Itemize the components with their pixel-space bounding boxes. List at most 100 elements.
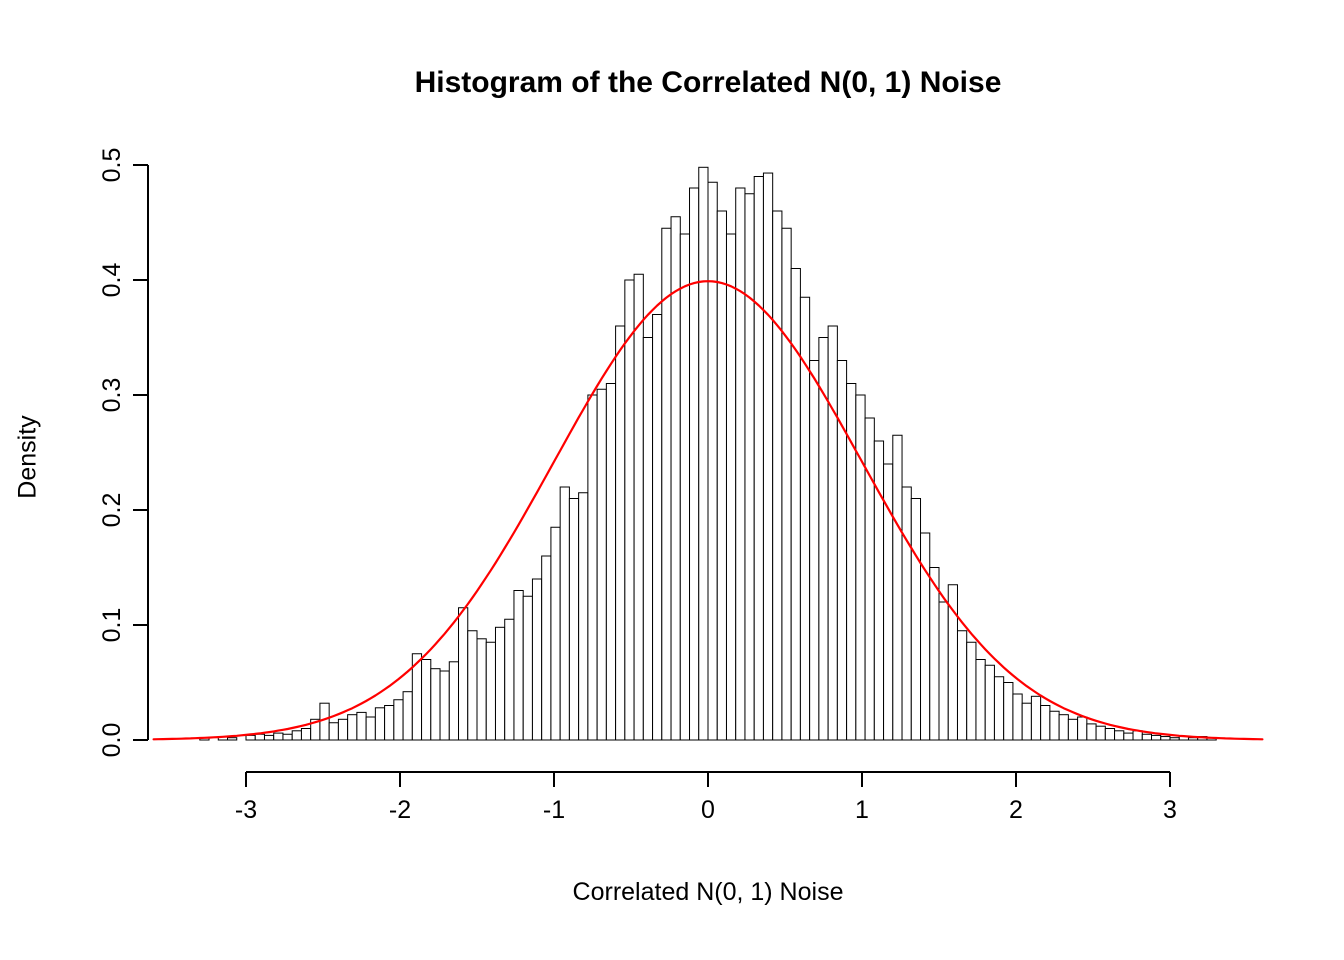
- histogram-bar: [1151, 734, 1162, 741]
- histogram-bar: [300, 728, 312, 741]
- histogram-bar: [550, 526, 561, 741]
- histogram-bar: [910, 498, 922, 741]
- histogram-bar: [1104, 728, 1116, 741]
- histogram-bar: [439, 670, 450, 741]
- x-tick-label: 3: [1163, 796, 1177, 824]
- histogram-bar: [374, 707, 386, 741]
- histogram-bar: [273, 732, 284, 741]
- histogram-bar: [633, 273, 644, 741]
- histogram-bar: [578, 492, 589, 741]
- histogram-bar: [393, 699, 404, 741]
- histogram-bar: [448, 661, 460, 741]
- histogram-bar: [254, 733, 265, 741]
- histogram-bar: [319, 702, 330, 741]
- histogram-bar: [670, 216, 681, 741]
- histogram-bar: [1003, 682, 1014, 741]
- histogram-bar: [282, 733, 293, 741]
- histogram-bar: [864, 417, 875, 741]
- histogram-bar: [1021, 702, 1032, 741]
- histogram-bar: [245, 734, 256, 741]
- histogram-bar: [827, 325, 838, 741]
- histogram-bar: [328, 722, 339, 741]
- histogram-bar: [790, 268, 801, 741]
- histogram-bar: [1077, 716, 1088, 741]
- histogram-bar: [1012, 693, 1023, 741]
- histogram-bar: [1040, 705, 1051, 741]
- histogram-bar: [1141, 733, 1153, 741]
- histogram-bar: [883, 463, 894, 741]
- histogram-bar: [966, 641, 977, 741]
- histogram-bar: [836, 360, 848, 741]
- histogram-bar: [892, 434, 903, 741]
- histogram-bar: [993, 676, 1005, 741]
- histogram-bar: [1123, 732, 1134, 741]
- histogram-bar: [652, 314, 663, 741]
- histogram-bar: [467, 630, 478, 741]
- histogram-bar: [568, 498, 580, 741]
- histogram-bar: [855, 394, 866, 741]
- histogram-bar: [559, 486, 570, 741]
- histogram-bar: [494, 626, 506, 741]
- histogram-bar: [384, 705, 395, 741]
- histogram-bar: [513, 590, 524, 741]
- histogram-bar: [772, 210, 783, 741]
- histogram-bar: [753, 176, 764, 741]
- y-tick-label: 0.3: [98, 378, 126, 413]
- histogram-bar: [1058, 714, 1069, 741]
- y-tick-label: 0.1: [98, 608, 126, 643]
- histogram-bar: [744, 193, 755, 741]
- y-tick-label: 0.4: [98, 263, 126, 298]
- x-tick-label: -2: [389, 796, 411, 824]
- y-tick-label: 0.5: [98, 148, 126, 183]
- histogram-bar: [938, 601, 949, 741]
- histogram-bar: [735, 187, 746, 741]
- histogram-bar: [531, 578, 543, 741]
- x-tick-label: 1: [855, 796, 869, 824]
- histogram-bar: [1086, 723, 1097, 741]
- histogram-bar: [956, 630, 968, 741]
- histogram-bar: [1160, 736, 1171, 741]
- histogram-bar: [929, 567, 940, 741]
- normal-density-curve: [152, 280, 1264, 741]
- y-tick-label: 0.2: [98, 493, 126, 528]
- histogram-bar: [1030, 695, 1042, 741]
- histogram-bar: [642, 337, 654, 741]
- x-tick-label: -1: [543, 796, 565, 824]
- histogram-bar: [698, 166, 709, 741]
- histogram-bar: [476, 638, 487, 741]
- histogram-bar: [615, 325, 626, 741]
- histogram-bar: [984, 664, 995, 741]
- histogram-bar: [337, 718, 349, 741]
- x-tick-label: -3: [235, 796, 257, 824]
- histogram-bar: [596, 388, 607, 741]
- histogram-bar: [809, 360, 820, 741]
- histogram-bar: [522, 595, 533, 741]
- histogram-bar: [679, 233, 691, 741]
- histogram-bar: [430, 668, 441, 741]
- histogram-bar: [947, 584, 958, 741]
- histogram-bar: [1114, 730, 1125, 741]
- histogram-bar: [402, 691, 413, 741]
- histogram-bar: [263, 734, 275, 741]
- histogram-bar: [504, 618, 515, 741]
- histogram-bar: [725, 233, 737, 741]
- y-axis-label: Density: [13, 415, 42, 499]
- histogram-bar: [541, 555, 552, 741]
- histogram-bar: [781, 227, 792, 741]
- histogram-bar: [901, 486, 912, 741]
- histogram-bar: [587, 394, 598, 741]
- histogram-bar: [716, 210, 727, 741]
- histogram-bar: [689, 187, 700, 741]
- histogram-bar: [365, 716, 376, 741]
- histogram-bar: [291, 730, 302, 741]
- histogram-bar: [421, 659, 432, 741]
- histogram-bar: [1095, 725, 1106, 741]
- histogram-bar: [624, 279, 635, 741]
- y-tick-label: 0.0: [98, 723, 126, 758]
- histogram-bar: [975, 659, 986, 741]
- histogram-bar: [661, 227, 672, 741]
- histogram-bar: [707, 181, 718, 741]
- histogram-bar: [1049, 710, 1060, 741]
- histogram-bar: [356, 711, 367, 741]
